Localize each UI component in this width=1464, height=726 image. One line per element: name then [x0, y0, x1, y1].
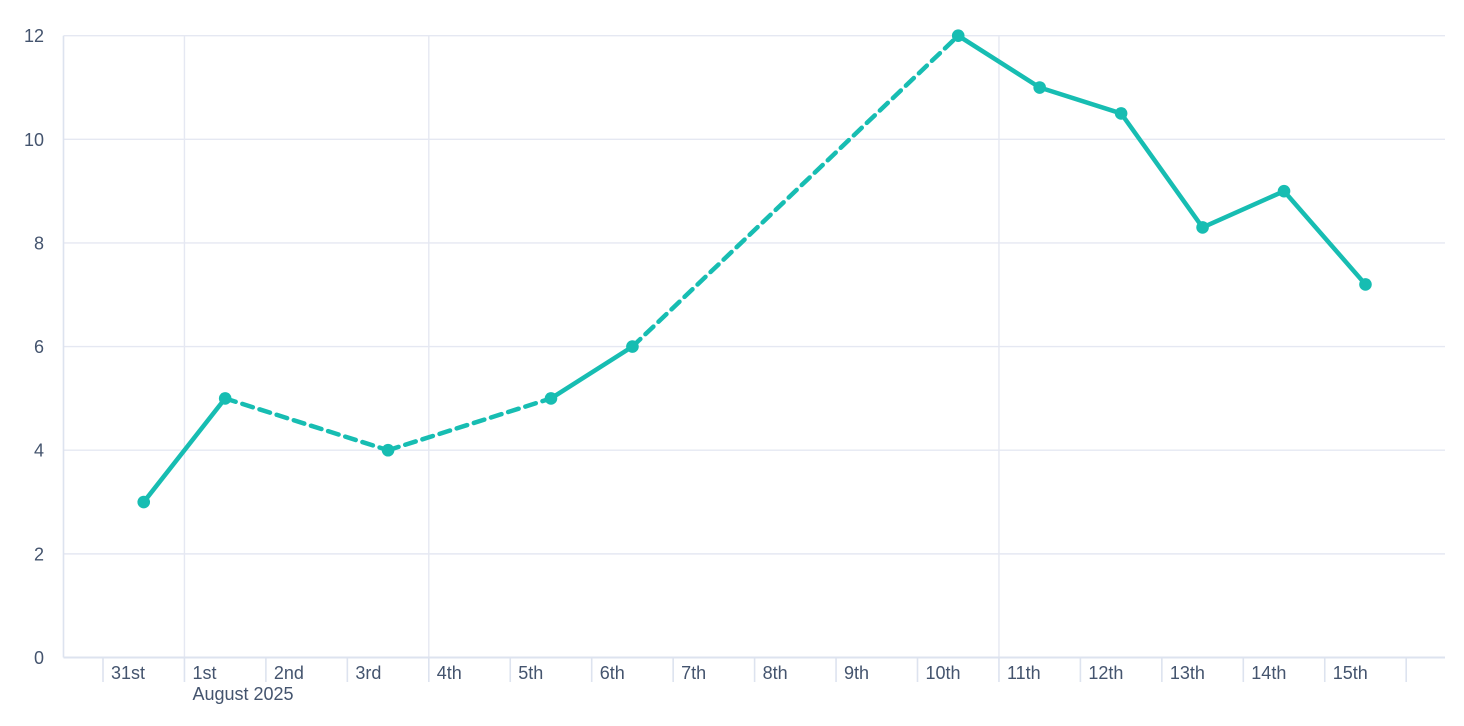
data-point-12th[interactable]: [1114, 107, 1128, 120]
data-point-15th[interactable]: [1359, 278, 1372, 291]
data-point-5th[interactable]: [544, 392, 558, 405]
data-point-13th[interactable]: [1196, 221, 1209, 234]
x-axis-label: 2nd: [274, 663, 304, 683]
data-point-6th[interactable]: [626, 340, 639, 353]
x-axis-label: 7th: [681, 663, 706, 683]
x-axis-label: 15th: [1333, 663, 1368, 683]
data-point-11th[interactable]: [1033, 81, 1046, 94]
x-axis-label: 31st: [111, 663, 145, 683]
x-axis-label: 9th: [844, 663, 869, 683]
x-axis-label: 4th: [437, 663, 462, 683]
x-axis-label: 14th: [1251, 663, 1286, 683]
series-segment: [1200, 188, 1287, 230]
x-axis-label: 5th: [518, 663, 543, 683]
series-segment: [222, 396, 391, 453]
y-axis-label: 6: [34, 337, 44, 357]
y-axis-label: 2: [34, 544, 44, 564]
x-axis-label: 10th: [926, 663, 961, 683]
data-point-31st[interactable]: [137, 495, 151, 509]
data-point-1st[interactable]: [218, 392, 232, 405]
x-axis-label: 12th: [1088, 663, 1123, 683]
data-point-14th[interactable]: [1277, 184, 1291, 198]
series-line: [141, 33, 1368, 505]
series-segment: [1118, 111, 1205, 230]
series-segment: [630, 33, 961, 349]
series-segment: [548, 344, 635, 401]
x-axis-labels: 31st 1st 2nd 3rd 4th 5th 6th 7th 8th 9th 10th 11th 1…: [111, 663, 1368, 704]
y-axis-label: 12: [24, 26, 44, 46]
y-axis-label: 4: [34, 441, 44, 461]
x-axis-label: 1st: [192, 663, 216, 683]
y-axis-label: 8: [34, 233, 44, 253]
x-axis-label: 13th: [1170, 663, 1205, 683]
y-axis-labels: 0 2 4 6 8 10 12: [24, 26, 44, 668]
series-segment: [1281, 188, 1368, 287]
data-point-3rd[interactable]: [381, 443, 395, 457]
series-segment: [1037, 85, 1124, 116]
series-segment: [385, 396, 554, 453]
series-points: [137, 29, 1372, 509]
x-axis-label: 11th: [1007, 663, 1041, 683]
data-point-10th[interactable]: [951, 29, 965, 42]
horizontal-gridlines: [63, 35, 1445, 555]
series-segment: [141, 396, 228, 505]
x-axis-label: 6th: [600, 663, 625, 683]
month-label: August 2025: [192, 684, 293, 704]
y-axis-label: 0: [34, 648, 44, 668]
x-axis-label: 8th: [763, 663, 788, 683]
x-axis-ticks: [102, 657, 1407, 682]
series-segment: [955, 33, 1042, 90]
y-axis-label: 10: [24, 130, 44, 150]
x-axis-label: 3rd: [355, 663, 381, 683]
vertical-gridlines: [183, 35, 1000, 658]
